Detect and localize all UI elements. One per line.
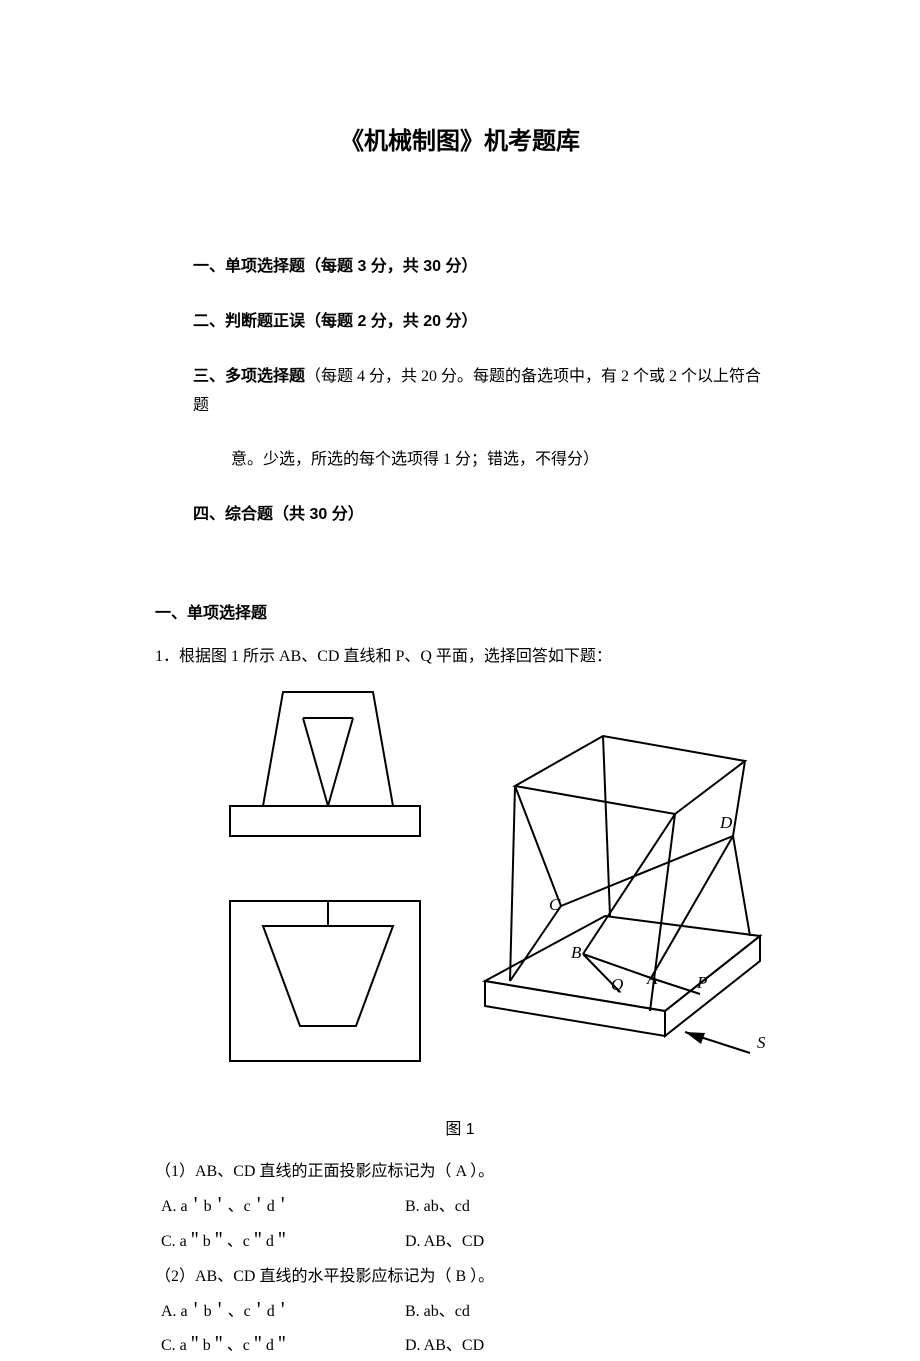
svg-text:P: P [696, 973, 707, 992]
subq-2-row2: C. a＂b＂、c＂d＂ D. AB、CD [155, 1332, 765, 1361]
subq-2-optD: D. AB、CD [405, 1332, 484, 1361]
subq-1-row1: A. a＇b＇、c＇d＇ B. ab、cd [155, 1193, 765, 1222]
svg-text:B: B [571, 943, 582, 962]
q1-stem: 1．根据图 1 所示 AB、CD 直线和 P、Q 平面，选择回答如下题： [155, 643, 765, 672]
subq-1-row2: C. a＂b＂、c＂d＂ D. AB、CD [155, 1228, 765, 1257]
subq-1-optA: A. a＇b＇、c＇d＇ [161, 1193, 401, 1222]
svg-text:Q: Q [611, 975, 623, 994]
subq-2-stem: （2）AB、CD 直线的水平投影应标记为（ B ）。 [155, 1263, 765, 1292]
subq-1-optC: C. a＂b＂、c＂d＂ [161, 1228, 401, 1257]
subq-2-optC: C. a＂b＂、c＂d＂ [161, 1332, 401, 1361]
subq-1-optD: D. AB、CD [405, 1228, 484, 1257]
section-list: 一、单项选择题（每题 3 分，共 30 分） 二、判断题正误（每题 2 分，共 … [155, 253, 765, 530]
svg-text:A: A [646, 969, 658, 988]
section-1-label: 一、单项选择题（每题 3 分，共 30 分） [193, 258, 477, 275]
svg-text:S: S [757, 1033, 766, 1052]
figure-1: D C B Q A P S [155, 686, 765, 1106]
section-3-bold: 三、多项选择题 [193, 368, 305, 385]
section-2-label: 二、判断题正误（每题 2 分，共 20 分） [193, 313, 477, 330]
section-4: 四、综合题（共 30 分） [193, 501, 765, 530]
section-2: 二、判断题正误（每题 2 分，共 20 分） [193, 308, 765, 337]
figure-top-view [225, 896, 425, 1066]
svg-text:C: C [549, 895, 561, 914]
section-4-label: 四、综合题（共 30 分） [193, 506, 364, 523]
part1-heading: 一、单项选择题 [155, 600, 765, 629]
figure-caption: 图 1 [155, 1116, 765, 1145]
subq-1-stem: （1）AB、CD 直线的正面投影应标记为（ A ）。 [155, 1158, 765, 1187]
section-3-sub: 意。少选，所选的每个选项得 1 分；错选，不得分） [193, 446, 765, 475]
figure-front-view [225, 686, 425, 838]
page-title: 《机械制图》机考题库 [155, 120, 765, 163]
section-3: 三、多项选择题（每题 4 分，共 20 分。每题的备选项中，有 2 个或 2 个… [193, 363, 765, 421]
subq-1-optB: B. ab、cd [405, 1193, 470, 1222]
section-1: 一、单项选择题（每题 3 分，共 30 分） [193, 253, 765, 282]
svg-text:D: D [719, 813, 733, 832]
figure-isometric: D C B Q A P S [475, 696, 775, 1076]
